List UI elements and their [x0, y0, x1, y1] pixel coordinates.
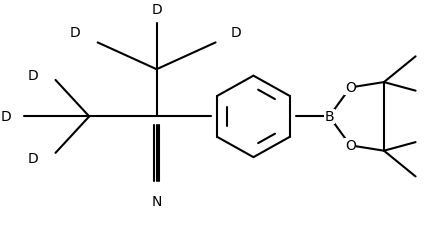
- Text: D: D: [28, 151, 39, 165]
- Text: O: O: [345, 81, 356, 95]
- Text: D: D: [151, 3, 162, 16]
- Text: D: D: [230, 26, 241, 40]
- Text: D: D: [70, 26, 81, 40]
- Text: D: D: [0, 110, 11, 124]
- Text: B: B: [325, 110, 334, 124]
- Text: O: O: [345, 139, 356, 153]
- Text: D: D: [28, 68, 39, 82]
- Text: N: N: [152, 194, 162, 208]
